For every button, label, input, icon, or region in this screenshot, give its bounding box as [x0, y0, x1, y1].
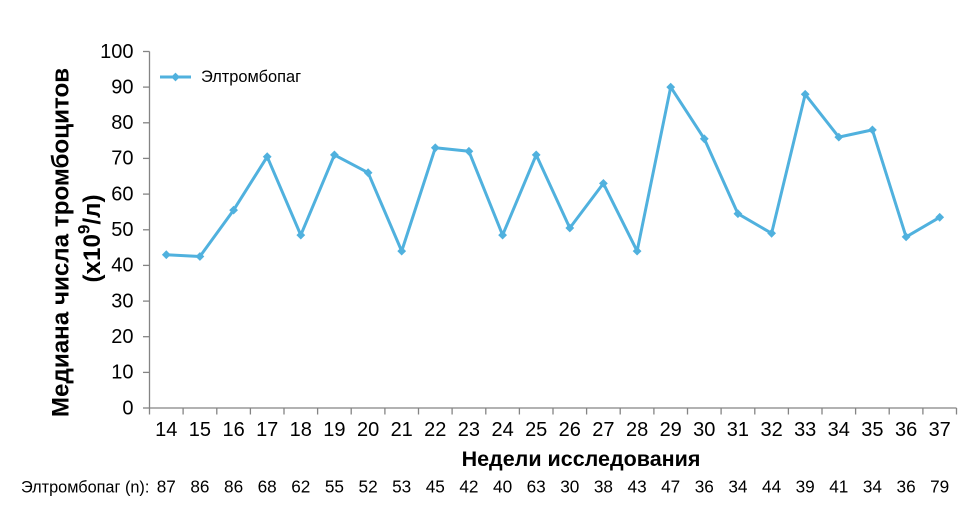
svg-text:30: 30	[111, 290, 133, 312]
svg-text:63: 63	[527, 477, 546, 497]
svg-text:42: 42	[459, 477, 478, 497]
svg-text:19: 19	[323, 419, 345, 441]
svg-text:80: 80	[111, 112, 133, 134]
svg-text:29: 29	[660, 419, 682, 441]
svg-text:43: 43	[628, 477, 647, 497]
svg-text:Элтромбопаг (n):: Элтромбопаг (n):	[21, 479, 149, 497]
svg-text:23: 23	[458, 419, 480, 441]
svg-text:26: 26	[559, 419, 581, 441]
svg-text:55: 55	[325, 477, 344, 497]
svg-text:86: 86	[190, 477, 209, 497]
svg-text:50: 50	[111, 219, 133, 241]
svg-text:34: 34	[828, 419, 850, 441]
svg-text:34: 34	[728, 477, 748, 497]
svg-text:16: 16	[222, 419, 244, 441]
svg-text:62: 62	[291, 477, 310, 497]
svg-text:36: 36	[895, 419, 917, 441]
svg-text:40: 40	[493, 477, 512, 497]
svg-text:35: 35	[861, 419, 883, 441]
svg-text:30: 30	[560, 477, 579, 497]
svg-text:100: 100	[100, 41, 133, 63]
svg-text:39: 39	[796, 477, 815, 497]
svg-text:47: 47	[661, 477, 680, 497]
svg-text:0: 0	[122, 397, 133, 419]
svg-text:28: 28	[626, 419, 648, 441]
svg-text:86: 86	[224, 477, 243, 497]
svg-text:Элтромбопаг: Элтромбопаг	[201, 68, 301, 86]
svg-text:68: 68	[258, 477, 277, 497]
svg-text:15: 15	[189, 419, 211, 441]
svg-text:31: 31	[727, 419, 749, 441]
svg-text:37: 37	[929, 419, 951, 441]
svg-text:36: 36	[695, 477, 714, 497]
svg-text:41: 41	[829, 477, 848, 497]
svg-text:33: 33	[794, 419, 816, 441]
svg-text:21: 21	[391, 419, 413, 441]
svg-text:60: 60	[111, 183, 133, 205]
svg-text:38: 38	[594, 477, 613, 497]
svg-text:20: 20	[111, 326, 133, 348]
svg-text:24: 24	[491, 419, 513, 441]
svg-text:52: 52	[359, 477, 378, 497]
svg-text:70: 70	[111, 148, 133, 170]
svg-text:30: 30	[693, 419, 715, 441]
svg-text:14: 14	[155, 419, 177, 441]
svg-text:18: 18	[290, 419, 312, 441]
svg-text:87: 87	[157, 477, 176, 497]
svg-text:22: 22	[424, 419, 446, 441]
svg-text:27: 27	[592, 419, 614, 441]
svg-text:32: 32	[760, 419, 782, 441]
svg-text:25: 25	[525, 419, 547, 441]
svg-text:Медиана числа тромбоцитов: Медиана числа тромбоцитов	[48, 68, 75, 417]
svg-text:90: 90	[111, 76, 133, 98]
svg-text:(х109/л): (х109/л)	[75, 194, 107, 282]
svg-text:79: 79	[930, 477, 949, 497]
svg-text:45: 45	[426, 477, 445, 497]
svg-text:44: 44	[762, 477, 782, 497]
svg-text:Недели исследования: Недели исследования	[462, 447, 701, 471]
svg-text:17: 17	[256, 419, 278, 441]
svg-text:53: 53	[392, 477, 411, 497]
svg-text:34: 34	[863, 477, 883, 497]
svg-text:36: 36	[897, 477, 916, 497]
svg-text:10: 10	[111, 362, 133, 384]
svg-text:40: 40	[111, 255, 133, 277]
svg-text:20: 20	[357, 419, 379, 441]
